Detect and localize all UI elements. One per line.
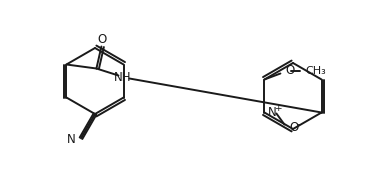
Text: O: O: [98, 33, 107, 46]
Text: CH₃: CH₃: [305, 66, 326, 75]
Text: O: O: [289, 121, 299, 134]
Text: +: +: [274, 104, 282, 113]
Text: O: O: [285, 64, 295, 77]
Text: N: N: [67, 133, 76, 146]
Text: NH: NH: [114, 71, 131, 84]
Text: -: -: [296, 119, 300, 130]
Text: N: N: [267, 106, 276, 119]
